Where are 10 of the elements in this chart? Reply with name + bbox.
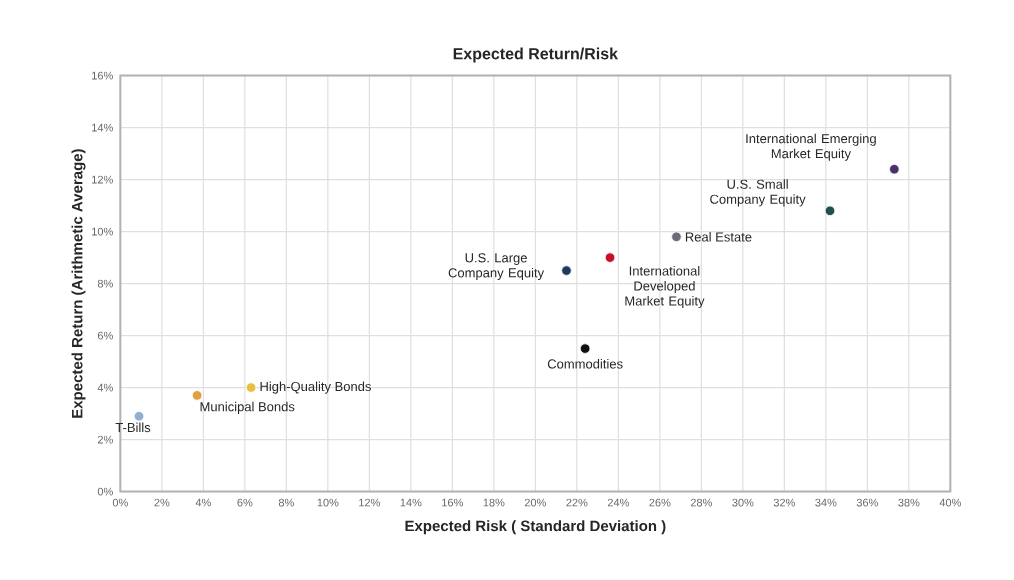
- chart-title: Expected Return/Risk: [453, 47, 619, 63]
- point: [133, 411, 145, 422]
- point: [671, 231, 682, 242]
- point: [245, 382, 257, 393]
- point: [579, 343, 591, 354]
- point: [561, 265, 572, 276]
- point: [889, 164, 900, 175]
- point: [604, 252, 616, 263]
- point: [191, 390, 203, 401]
- point: [824, 205, 836, 216]
